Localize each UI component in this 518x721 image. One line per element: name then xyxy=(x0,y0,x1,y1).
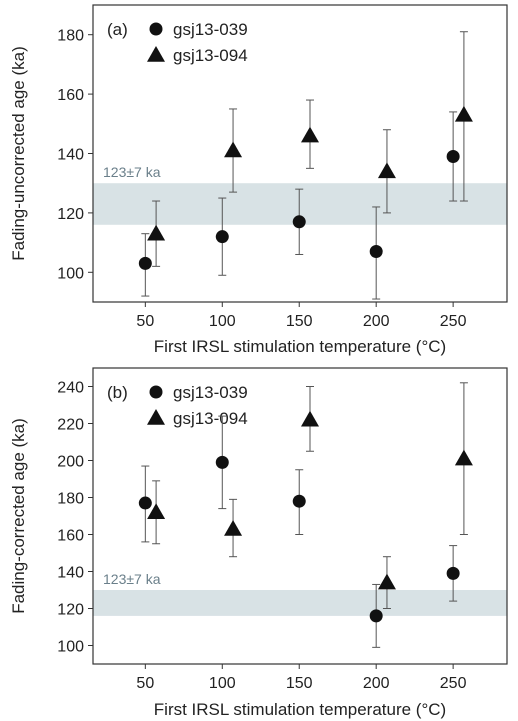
y-axis-title: Fading-uncorrected age (ka) xyxy=(9,46,28,261)
y-tick-label: 100 xyxy=(57,639,84,656)
y-tick-label: 120 xyxy=(57,206,84,223)
data-point-triangle xyxy=(301,126,320,143)
legend-label: gsj13-039 xyxy=(173,383,248,402)
legend-item-gsj13-094: gsj13-094 xyxy=(147,46,248,65)
reference-band-label: 123±7 ka xyxy=(103,164,161,180)
x-tick-label: 250 xyxy=(440,675,467,692)
data-point-triangle xyxy=(377,162,396,179)
legend-item-gsj13-094: gsj13-094 xyxy=(147,409,248,428)
data-point-triangle xyxy=(224,141,243,158)
legend-label: gsj13-039 xyxy=(173,20,248,39)
data-point-circle xyxy=(292,215,306,229)
series-gsj13-094 xyxy=(147,382,473,609)
y-tick-label: 160 xyxy=(57,87,84,104)
x-axis-title: First IRSL stimulation temperature (°C) xyxy=(154,700,446,719)
legend-circle-marker xyxy=(149,22,163,36)
x-tick-label: 200 xyxy=(363,675,390,692)
x-tick-label: 150 xyxy=(286,675,313,692)
y-tick-label: 100 xyxy=(57,265,84,282)
plot-frame xyxy=(92,367,508,665)
y-tick-label: 220 xyxy=(57,417,84,434)
x-tick-label: 50 xyxy=(136,675,154,692)
data-point-circle xyxy=(215,230,229,244)
legend-label: gsj13-094 xyxy=(173,46,248,65)
series-gsj13-094 xyxy=(147,31,473,267)
y-tick-label: 240 xyxy=(57,380,84,397)
y-axis-title: Fading-corrected age (ka) xyxy=(9,418,28,614)
data-point-triangle xyxy=(224,519,243,536)
reference-band-label: 123±7 ka xyxy=(103,571,161,587)
legend-label: gsj13-094 xyxy=(173,409,248,428)
data-point-triangle xyxy=(147,503,166,520)
panel-label: (b) xyxy=(107,383,128,402)
data-point-triangle xyxy=(377,573,396,590)
y-tick-label: 120 xyxy=(57,602,84,619)
data-point-circle xyxy=(369,245,383,259)
data-point-triangle xyxy=(454,105,473,122)
legend-circle-marker xyxy=(149,385,163,399)
x-tick-label: 100 xyxy=(209,313,236,330)
data-point-triangle xyxy=(301,410,320,427)
series-gsj13-039 xyxy=(138,415,460,648)
y-tick-label: 200 xyxy=(57,454,84,471)
x-tick-label: 250 xyxy=(440,313,467,330)
chart-panel-b: 123±7 ka 50 100 150 200 250 100 120 140 160 180 200… xyxy=(9,367,508,719)
y-tick-label: 140 xyxy=(57,147,84,164)
legend-triangle-marker xyxy=(147,46,165,62)
data-point-circle xyxy=(446,149,460,163)
x-tick-label: 150 xyxy=(286,313,313,330)
reference-band xyxy=(93,590,507,616)
data-point-triangle xyxy=(454,449,473,466)
data-point-triangle xyxy=(147,224,166,241)
data-point-circle xyxy=(369,609,383,623)
legend-item-gsj13-039: gsj13-039 xyxy=(149,383,248,402)
data-point-circle xyxy=(215,455,229,469)
legend-triangle-marker xyxy=(147,409,165,425)
y-tick-label: 140 xyxy=(57,565,84,582)
x-axis-title: First IRSL stimulation temperature (°C) xyxy=(154,337,446,356)
y-tick-label: 160 xyxy=(57,528,84,545)
panel-label: (a) xyxy=(107,20,128,39)
x-tick-label: 50 xyxy=(136,313,154,330)
y-tick-label: 180 xyxy=(57,28,84,45)
data-point-circle xyxy=(138,496,152,510)
data-point-circle xyxy=(292,494,306,508)
data-point-circle xyxy=(138,256,152,270)
x-tick-label: 200 xyxy=(363,313,390,330)
chart-panel-a: 123±7 ka 50 100 150 200 250 100 120 140 160 180 Fir… xyxy=(9,4,508,356)
x-tick-label: 100 xyxy=(209,675,236,692)
legend-item-gsj13-039: gsj13-039 xyxy=(149,20,248,39)
series-gsj13-039 xyxy=(138,111,460,300)
data-point-circle xyxy=(446,566,460,580)
y-tick-label: 180 xyxy=(57,491,84,508)
